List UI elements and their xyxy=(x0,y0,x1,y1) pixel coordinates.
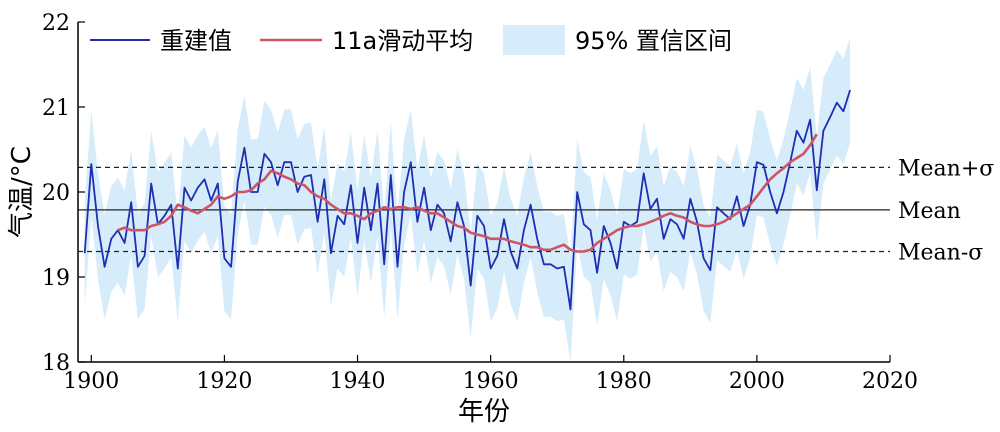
x-tick-label-1980: 1980 xyxy=(596,369,652,394)
y-tick-label-20: 20 xyxy=(42,181,70,206)
confidence-band-layer xyxy=(84,37,851,363)
x-tick-label-2020: 2020 xyxy=(862,369,918,394)
x-tick-label-2000: 2000 xyxy=(729,369,785,394)
legend-swatch-confidence-interval xyxy=(503,25,565,55)
reference-lines-layer: Mean+σ Mean Mean-σ xyxy=(78,156,994,266)
y-tick-label-19: 19 xyxy=(42,266,70,291)
x-tick-label-1940: 1940 xyxy=(330,369,386,394)
legend-label-moving-average: 11a滑动平均 xyxy=(332,27,473,55)
legend-label-confidence-interval: 95% 置信区间 xyxy=(575,27,732,55)
axes-layer: 1900 1920 1940 1960 1980 2000 20201819202122年份… xyxy=(7,11,918,427)
reference-label-0: Mean+σ xyxy=(898,156,994,181)
x-axis-title: 年份 xyxy=(458,397,510,427)
legend: 重建值 11a滑动平均 95% 置信区间 xyxy=(90,25,732,55)
reference-label-1: Mean xyxy=(898,199,961,224)
y-tick-label-18: 18 xyxy=(42,351,70,376)
legend-label-reconstruction: 重建值 xyxy=(160,27,232,55)
reference-label-2: Mean-σ xyxy=(898,241,983,266)
x-tick-label-1960: 1960 xyxy=(463,369,519,394)
series-layer xyxy=(83,89,851,311)
y-axis-title: 气温/°C xyxy=(7,146,37,238)
y-tick-label-21: 21 xyxy=(42,96,70,121)
y-tick-label-22: 22 xyxy=(42,11,70,36)
moving-average-line xyxy=(117,133,818,253)
x-tick-label-1920: 1920 xyxy=(196,369,252,394)
confidence-interval-band xyxy=(84,37,851,363)
reconstruction-line xyxy=(83,89,851,311)
x-tick-label-1900: 1900 xyxy=(63,369,119,394)
